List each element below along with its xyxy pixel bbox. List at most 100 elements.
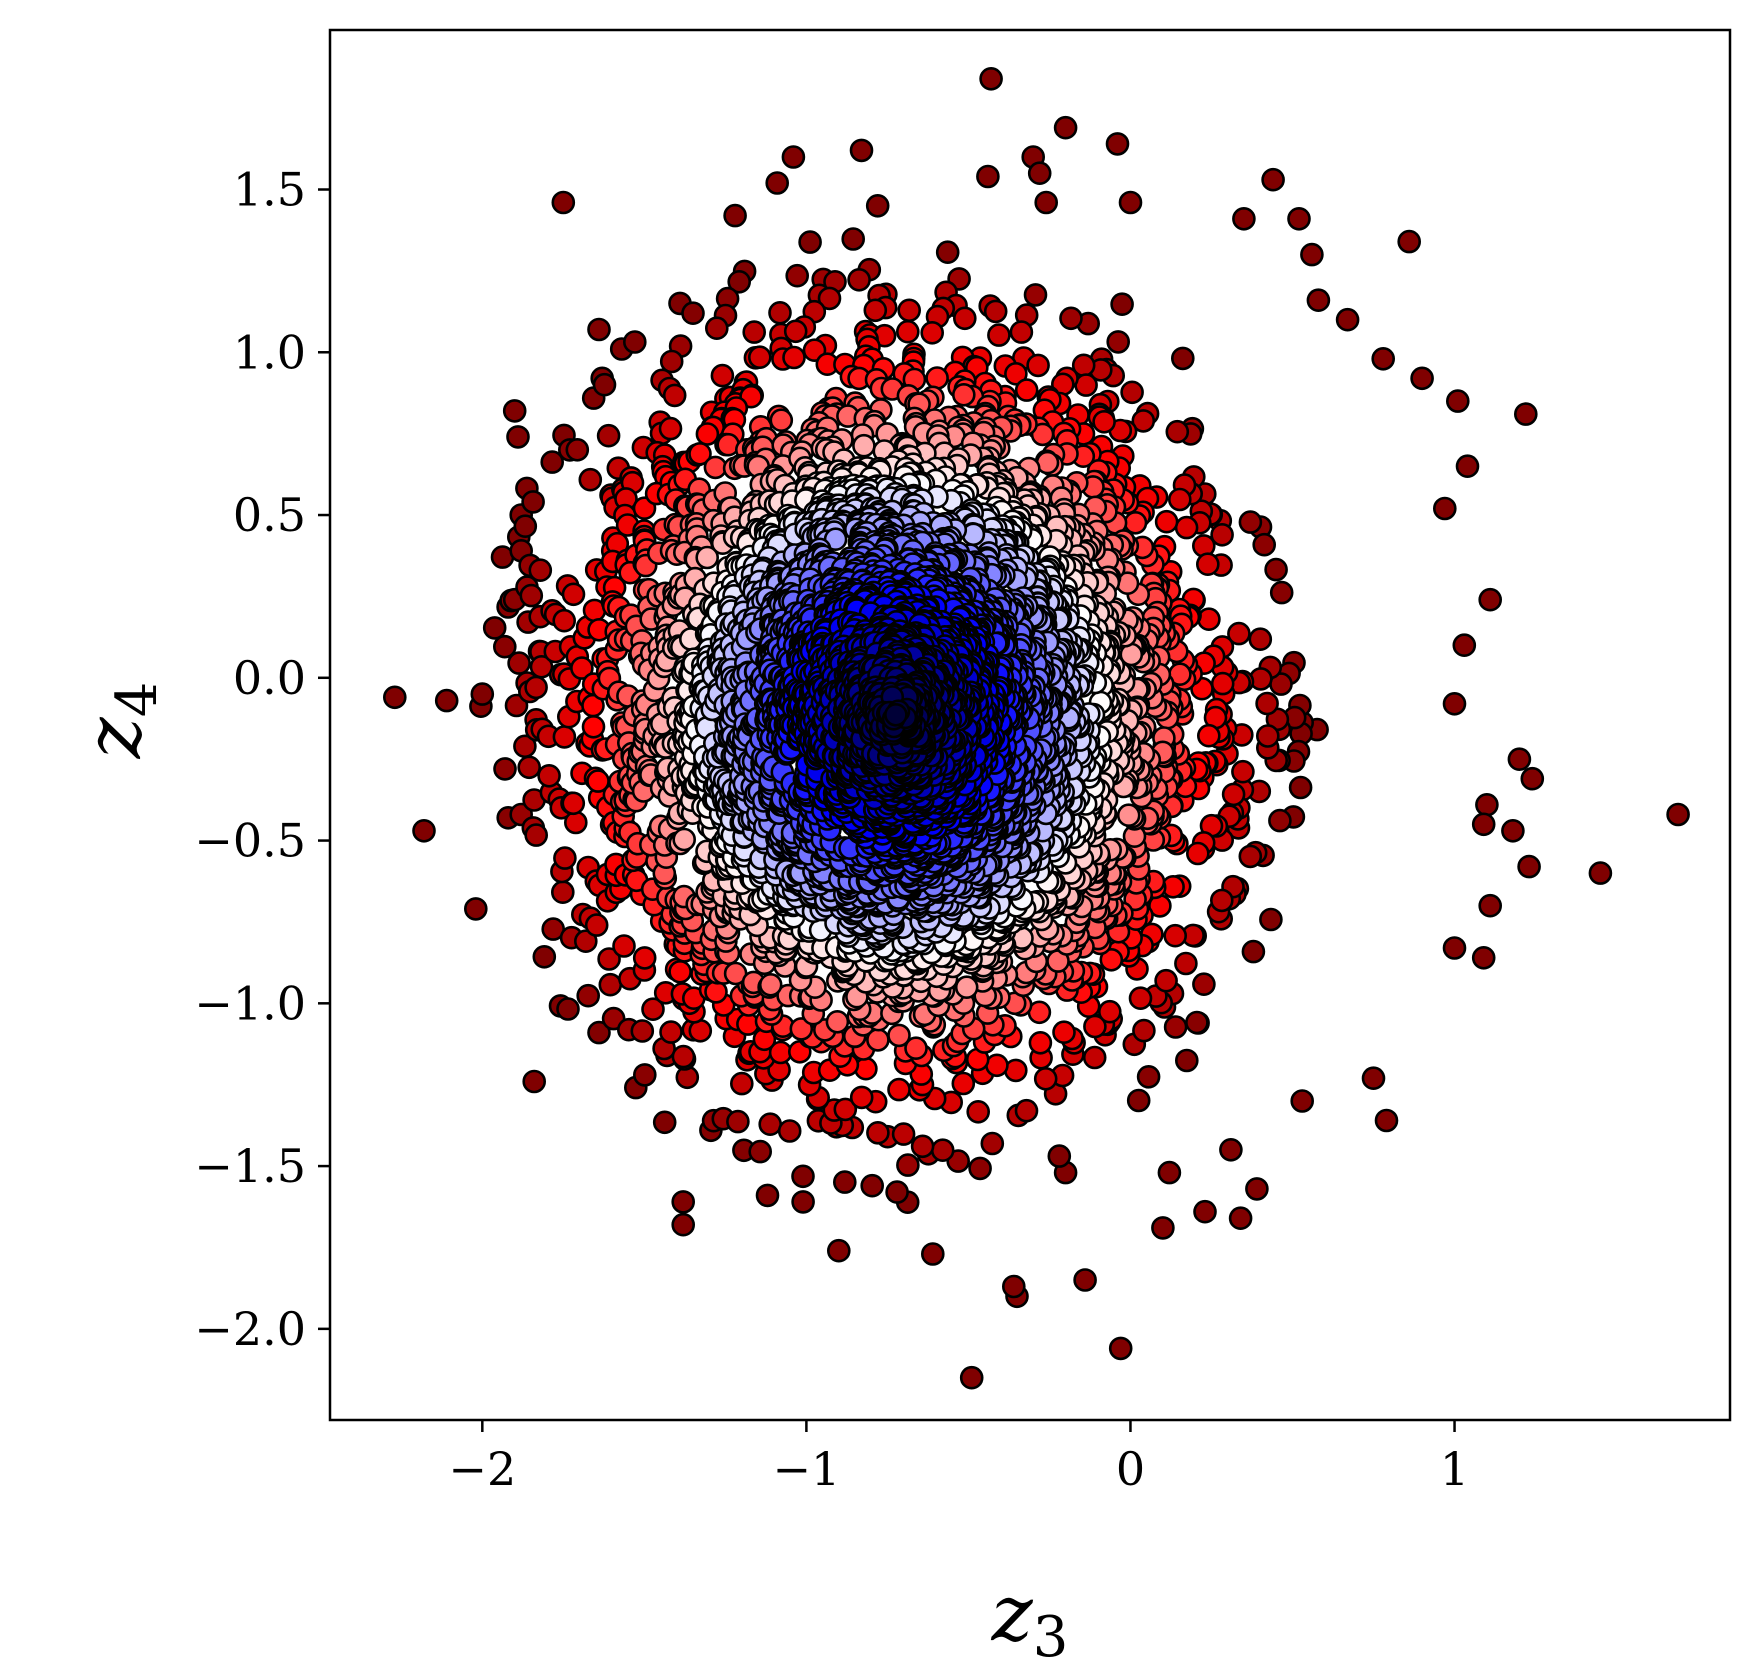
data-point xyxy=(897,298,922,323)
data-point xyxy=(1028,1031,1053,1055)
data-point xyxy=(1520,766,1545,791)
data-point xyxy=(597,947,621,971)
data-point xyxy=(576,983,601,1008)
y-axis-label: z4 xyxy=(69,682,170,760)
y-tick-label: −1.5 xyxy=(194,1139,306,1193)
data-point xyxy=(891,1122,916,1146)
data-point xyxy=(798,230,822,254)
data-point xyxy=(504,693,529,718)
data-point xyxy=(748,1139,773,1164)
data-point xyxy=(1174,951,1198,976)
data-point xyxy=(1227,621,1251,646)
data-points xyxy=(382,67,1690,1390)
data-point xyxy=(769,408,794,433)
data-point xyxy=(1165,419,1190,444)
data-point xyxy=(524,675,548,700)
data-point xyxy=(1009,320,1034,344)
data-point xyxy=(704,316,729,341)
data-point xyxy=(524,823,549,847)
data-point xyxy=(1023,283,1048,307)
data-point xyxy=(768,300,792,325)
data-point xyxy=(1118,190,1143,215)
data-point xyxy=(570,656,594,680)
y-axis-ticks: −2.0−1.5−1.0−0.50.00.51.01.5 xyxy=(194,163,330,1356)
data-point xyxy=(887,1023,911,1048)
data-point xyxy=(1014,1098,1039,1123)
data-point xyxy=(561,791,586,816)
data-point xyxy=(1478,893,1502,918)
data-point xyxy=(1290,1089,1314,1113)
data-point xyxy=(1501,818,1525,843)
data-point xyxy=(1306,288,1331,313)
data-point xyxy=(1033,1067,1058,1091)
data-point xyxy=(1052,1020,1076,1044)
data-point xyxy=(1136,1065,1161,1089)
data-point xyxy=(896,1153,920,1177)
data-point xyxy=(1154,509,1179,534)
data-point xyxy=(659,349,684,374)
data-point xyxy=(1210,671,1235,696)
data-point xyxy=(658,416,683,441)
data-point xyxy=(1027,161,1052,185)
data-point xyxy=(1261,167,1285,192)
data-point xyxy=(777,1119,802,1143)
data-point xyxy=(852,433,876,458)
y-tick-label: −0.5 xyxy=(194,814,306,868)
data-point xyxy=(1197,723,1221,748)
data-point xyxy=(833,1097,858,1122)
data-point xyxy=(1157,1160,1182,1185)
data-point xyxy=(1241,939,1266,964)
data-point xyxy=(863,298,888,323)
data-point xyxy=(817,286,842,311)
data-point xyxy=(755,1183,780,1208)
y-axis-label-text: z xyxy=(69,716,159,759)
data-point xyxy=(952,306,977,331)
data-point xyxy=(550,880,575,905)
data-point xyxy=(979,67,1003,91)
data-point xyxy=(556,997,580,1021)
data-point xyxy=(578,467,603,492)
data-point xyxy=(849,138,874,163)
data-point xyxy=(920,320,945,345)
data-point xyxy=(552,725,577,749)
data-point xyxy=(551,190,576,215)
data-point xyxy=(1264,557,1288,582)
data-point xyxy=(951,1071,976,1096)
data-point xyxy=(519,583,544,608)
data-point xyxy=(652,1110,677,1135)
data-point xyxy=(910,1134,935,1159)
data-point xyxy=(758,1112,783,1136)
data-point xyxy=(1666,802,1690,827)
data-point xyxy=(632,946,657,970)
data-point xyxy=(920,1242,945,1266)
data-point xyxy=(513,514,538,539)
data-point xyxy=(865,194,890,218)
data-point xyxy=(1030,422,1055,447)
data-point xyxy=(885,1180,909,1204)
data-point xyxy=(1269,580,1294,605)
data-point xyxy=(723,203,747,228)
x-tick-label: −1 xyxy=(772,1442,840,1496)
data-point xyxy=(1171,346,1195,371)
data-point xyxy=(1073,1268,1097,1292)
data-point xyxy=(695,545,720,570)
data-point xyxy=(482,616,507,640)
data-point xyxy=(925,366,949,390)
data-point xyxy=(622,330,647,354)
data-point xyxy=(1001,1274,1026,1299)
data-point xyxy=(1287,207,1311,231)
data-point xyxy=(1192,972,1216,997)
data-point xyxy=(581,714,606,739)
data-point xyxy=(1238,844,1263,869)
data-point xyxy=(522,1069,547,1094)
data-point xyxy=(1193,1199,1217,1224)
data-point xyxy=(1514,402,1538,426)
data-point xyxy=(659,1020,683,1044)
data-point xyxy=(553,846,577,870)
data-point xyxy=(1174,515,1199,540)
data-point xyxy=(1186,841,1210,866)
data-point xyxy=(507,651,531,675)
data-point xyxy=(561,582,586,607)
data-point xyxy=(1231,759,1255,784)
data-point xyxy=(987,323,1011,347)
